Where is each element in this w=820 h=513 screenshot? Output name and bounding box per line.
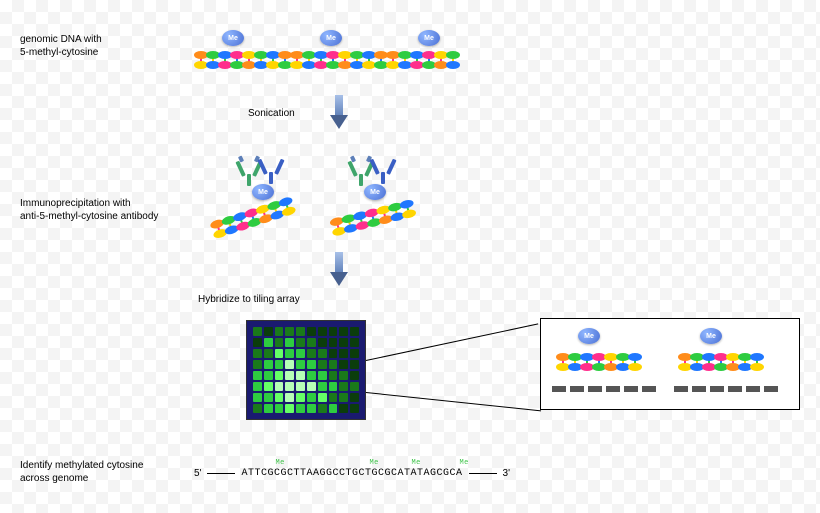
arrow-hybridize: [330, 252, 348, 288]
dna-fragment: [556, 352, 640, 372]
arrow-sonication: [330, 95, 348, 131]
inset-connector: [366, 392, 541, 411]
seq-me-marker: Me: [369, 459, 378, 467]
probe-row: [552, 386, 656, 392]
me-badge: Me: [418, 30, 440, 46]
seq-line: [207, 473, 235, 474]
seq-me-marker: Me: [275, 459, 284, 467]
me-badge: Me: [252, 184, 274, 200]
inset-connector: [366, 323, 538, 361]
dna-fragment: [678, 352, 762, 372]
three-prime: 3': [503, 468, 510, 479]
seq-me-marker: Me: [459, 459, 468, 467]
me-badge: Me: [222, 30, 244, 46]
antibody: [260, 158, 284, 184]
label-sonication: Sonication: [248, 108, 295, 119]
me-badge: Me: [364, 184, 386, 200]
me-badge: Me: [320, 30, 342, 46]
dna-genomic: [194, 50, 458, 70]
label-hybridize: Hybridize to tiling array: [198, 294, 300, 305]
tiling-array: [246, 320, 366, 420]
probe-row: [674, 386, 778, 392]
sequence: 5' ATTCGCGCTTAAGGCCTGCTGCGCATATAGCGCAMeM…: [194, 468, 510, 479]
label-step3: Identify methylated cytosine across geno…: [20, 460, 143, 485]
sequence-text: ATTCGCGCTTAAGGCCTGCTGCGCATATAGCGCAMeMeMe…: [241, 468, 462, 479]
seq-me-marker: Me: [411, 459, 420, 467]
label-step1: genomic DNA with 5-methyl-cytosine: [20, 34, 102, 59]
me-badge: Me: [578, 328, 600, 344]
five-prime: 5': [194, 468, 201, 479]
me-badge: Me: [700, 328, 722, 344]
dna-fragment: [329, 198, 415, 238]
seq-line: [469, 473, 497, 474]
dna-fragment: [209, 196, 295, 241]
antibody: [372, 158, 396, 184]
label-step2: Immunoprecipitation with anti-5-methyl-c…: [20, 198, 158, 223]
